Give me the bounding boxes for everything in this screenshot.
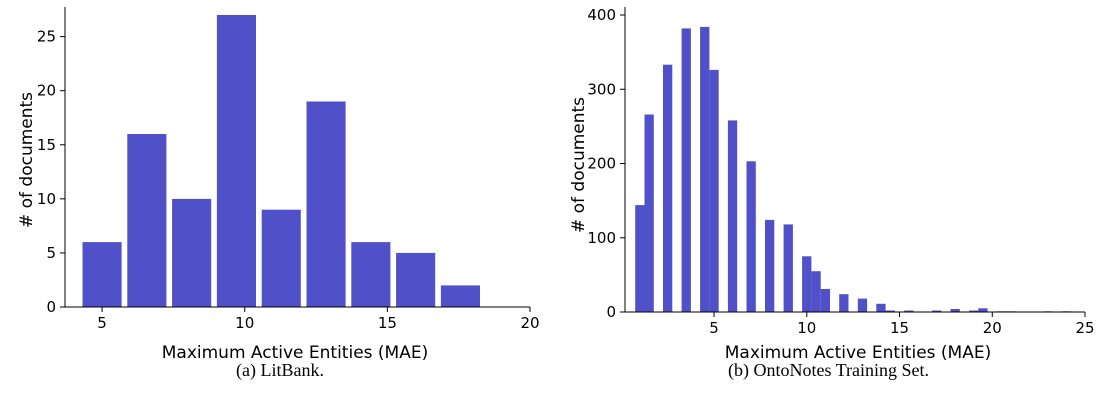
ontonotes-bar <box>681 28 691 313</box>
caption-litbank: (a) LitBank. <box>236 360 324 380</box>
ontonotes-bar <box>839 294 849 312</box>
ontonotes-x-tick-label: 5 <box>709 319 719 337</box>
ontonotes-bar <box>802 256 812 312</box>
ontonotes-bar <box>811 271 821 312</box>
ontonotes-bar <box>978 308 988 312</box>
ontonotes-bar <box>663 64 673 312</box>
ontonotes-y-tick-label: 200 <box>587 155 616 173</box>
ontonotes-bar <box>644 114 654 312</box>
ontonotes-y-axis-label: # of documents <box>569 97 589 233</box>
litbank-y-tick-label: 10 <box>37 190 56 208</box>
litbank-bar <box>216 15 256 307</box>
litbank-bar <box>306 101 346 307</box>
litbank-bar <box>440 285 480 307</box>
ontonotes-x-axis-label: Maximum Active Entities (MAE) <box>725 343 991 360</box>
litbank-y-axis-label: # of documents <box>17 92 37 228</box>
litbank-x-tick-label: 15 <box>378 314 397 332</box>
ontonotes-bar <box>904 310 914 312</box>
litbank-y-tick-label: 5 <box>46 244 56 262</box>
litbank-bar <box>82 242 122 307</box>
ontonotes-x-tick-label: 20 <box>983 319 1002 337</box>
litbank-chart: Maximum Active Entities (MAE) # of docum… <box>17 7 540 363</box>
ontonotes-bar <box>700 26 710 313</box>
ontonotes-chart: Maximum Active Entities (MAE) # of docum… <box>569 6 1095 363</box>
litbank-bar <box>172 198 212 307</box>
figure: Maximum Active Entities (MAE) # of docum… <box>17 6 1095 363</box>
ontonotes-bar <box>857 298 868 312</box>
ontonotes-bar <box>765 219 775 312</box>
litbank-y-tick-label: 25 <box>37 28 56 46</box>
ontonotes-bar <box>876 303 886 312</box>
litbank-bar <box>261 209 301 307</box>
ontonotes-y-tick-label: 100 <box>587 229 616 247</box>
ontonotes-y-tick-label: 0 <box>606 303 616 321</box>
litbank-x-tick-label: 10 <box>235 314 254 332</box>
litbank-bar <box>396 252 436 307</box>
ontonotes-bar <box>950 309 960 312</box>
ontonotes-bar <box>635 205 645 312</box>
ontonotes-bar <box>885 310 895 312</box>
ontonotes-x-tick-label: 10 <box>797 319 816 337</box>
ontonotes-bar <box>783 224 793 312</box>
ontonotes-bar <box>727 120 738 313</box>
ontonotes-bar <box>746 161 756 312</box>
litbank-bar <box>127 134 167 307</box>
ontonotes-bar <box>969 310 979 312</box>
litbank-x-tick-label: 5 <box>97 314 107 332</box>
ontonotes-x-tick-label: 15 <box>890 319 909 337</box>
ontonotes-y-tick-label: 300 <box>587 80 616 98</box>
ontonotes-bar <box>932 310 942 312</box>
caption-ontonotes: (b) OntoNotes Training Set. <box>727 360 929 380</box>
litbank-x-axis-label: Maximum Active Entities (MAE) <box>162 343 428 360</box>
litbank-y-tick-label: 20 <box>37 82 56 100</box>
ontonotes-y-tick-label: 400 <box>587 6 616 24</box>
litbank-y-tick-label: 15 <box>37 136 56 154</box>
ontonotes-bar <box>709 69 719 313</box>
ontonotes-x-tick-label: 25 <box>1075 319 1094 337</box>
ontonotes-bar <box>820 289 830 312</box>
litbank-x-tick-label: 20 <box>520 314 539 332</box>
litbank-bar <box>351 242 391 307</box>
litbank-y-tick-label: 0 <box>46 298 56 316</box>
